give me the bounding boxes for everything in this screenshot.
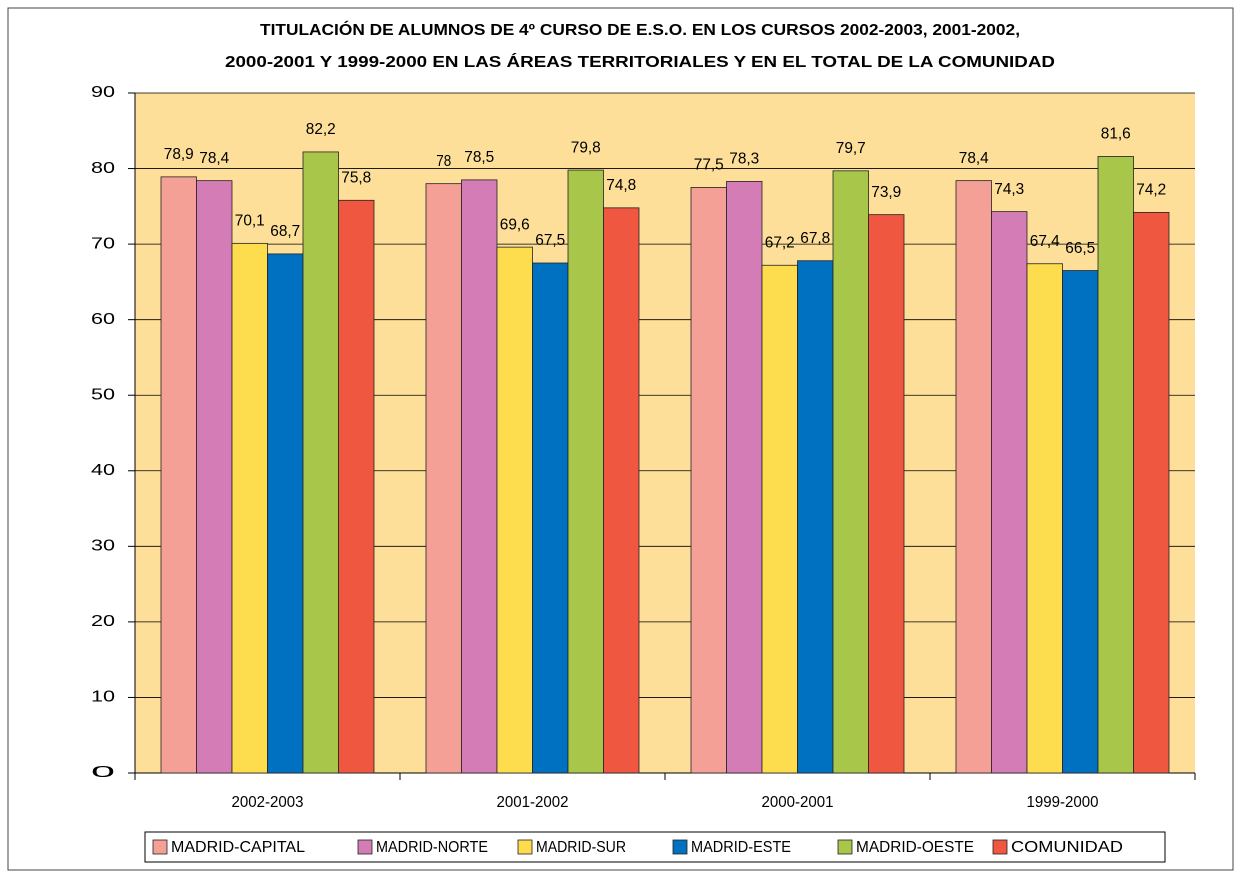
data-label: 67,5 — [535, 232, 565, 249]
y-tick-label: 10 — [91, 689, 115, 706]
bar — [532, 262, 569, 774]
y-tick-label: 70 — [91, 235, 115, 252]
data-label: 74,2 — [1136, 182, 1166, 199]
data-label: 79,7 — [836, 140, 866, 157]
bar — [302, 151, 339, 774]
data-label: 78 — [436, 153, 451, 170]
data-label: 70,1 — [235, 213, 265, 230]
data-label: 82,2 — [306, 121, 336, 138]
data-label: 67,2 — [765, 234, 795, 251]
bar — [425, 183, 462, 774]
bar — [496, 246, 533, 774]
data-label: 78,9 — [164, 146, 194, 163]
legend-swatch — [672, 839, 688, 855]
y-tick-label: 50 — [91, 386, 115, 403]
data-label: 73,9 — [871, 184, 901, 201]
bar — [726, 180, 763, 774]
y-tick-label: 0 — [91, 764, 115, 781]
legend-swatch — [992, 839, 1008, 855]
legend-label: MADRID-OESTE — [856, 839, 974, 856]
data-label: 74,3 — [994, 181, 1024, 198]
y-tick-label: 40 — [91, 462, 115, 479]
legend-label: MADRID-CAPITAL — [171, 839, 305, 856]
x-tick-label: 2001-2002 — [497, 794, 569, 811]
legend-swatch — [152, 839, 168, 855]
legend-swatch — [517, 839, 533, 855]
data-label: 77,5 — [694, 157, 724, 174]
bar — [1026, 263, 1063, 774]
legend-label: MADRID-NORTE — [376, 839, 488, 856]
y-tick-label: 90 — [91, 84, 115, 101]
legend-swatch — [357, 839, 373, 855]
bar — [690, 187, 727, 774]
bar — [761, 264, 798, 774]
data-label: 74,8 — [606, 177, 636, 194]
legend-label: MADRID-ESTE — [691, 839, 791, 856]
data-label: 67,4 — [1030, 233, 1060, 250]
bar — [1062, 270, 1099, 774]
data-label: 68,7 — [270, 223, 300, 240]
x-tick-label: 2002-2003 — [232, 794, 304, 811]
bar — [160, 176, 197, 774]
data-label: 79,8 — [571, 139, 601, 156]
data-label: 81,6 — [1101, 126, 1131, 143]
data-label: 67,8 — [800, 230, 830, 247]
y-tick-label: 30 — [91, 538, 115, 555]
bar — [461, 179, 498, 774]
data-label: 66,5 — [1065, 240, 1095, 257]
legend-label: COMUNIDAD — [1011, 839, 1123, 856]
data-label: 75,8 — [341, 170, 371, 187]
data-label: 78,4 — [199, 150, 229, 167]
bar — [991, 211, 1028, 774]
legend-swatch — [837, 839, 853, 855]
chart-title: 2000-2001 Y 1999-2000 EN LAS ÁREAS TERRI… — [225, 52, 1055, 71]
x-tick-label: 1999-2000 — [1027, 794, 1099, 811]
legend-label: MADRID-SUR — [536, 839, 626, 856]
x-tick-label: 2000-2001 — [762, 794, 834, 811]
bar — [868, 214, 905, 774]
data-label: 78,5 — [464, 149, 494, 166]
bar — [567, 169, 604, 774]
y-tick-label: 80 — [91, 160, 115, 177]
bar — [603, 207, 640, 774]
chart-title: TITULACIÓN DE ALUMNOS DE 4º CURSO DE E.S… — [260, 20, 1020, 39]
data-label: 69,6 — [500, 216, 530, 233]
bar — [196, 180, 233, 774]
bar — [797, 260, 834, 774]
data-label: 78,3 — [729, 151, 759, 168]
bar — [231, 242, 268, 774]
bar — [267, 253, 304, 774]
bar — [832, 170, 869, 774]
bar — [338, 199, 375, 774]
bar — [955, 180, 992, 774]
y-tick-label: 60 — [91, 311, 115, 328]
bar — [1133, 211, 1170, 774]
bar — [1097, 156, 1134, 774]
y-tick-label: 20 — [91, 613, 115, 630]
data-label: 78,4 — [959, 150, 989, 167]
